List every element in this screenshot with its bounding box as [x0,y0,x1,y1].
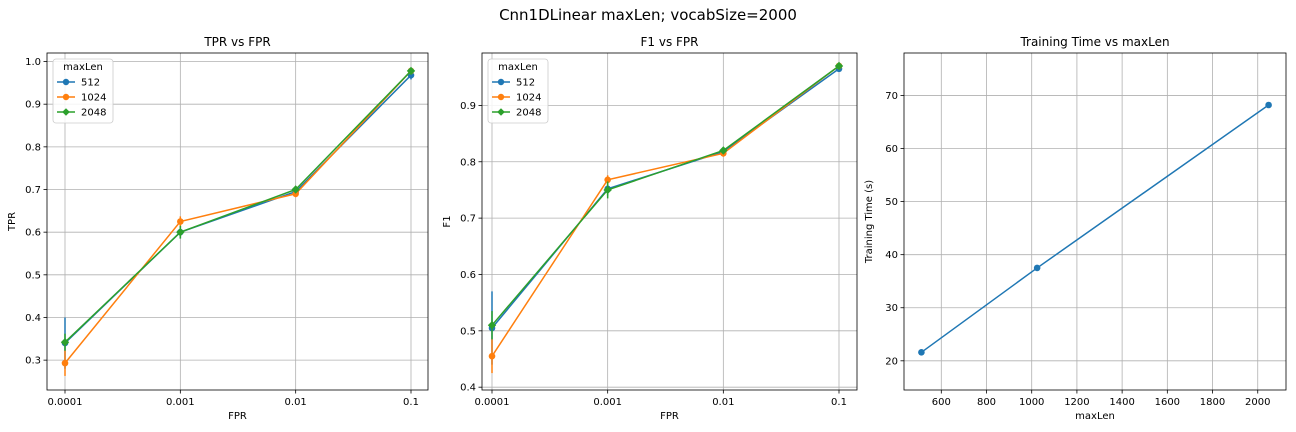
x-tick-label: 0.0001 [48,397,83,408]
data-point [176,227,185,237]
x-axis-label: FPR [660,411,679,422]
chart-panel-1: 0.0001 0.001 0.01 0.1 0.3 0.4 0.5 0.6 0.7 0.8 0.9 1… [7,35,429,422]
data-point [603,185,612,195]
y-tick-label: 0.3 [25,356,41,367]
series-line [64,70,412,343]
data-point [488,352,496,360]
y-tick-label: 0.9 [25,100,41,111]
data-point [604,176,611,184]
x-tick-label: 0.1 [831,397,847,408]
x-tick-label: 1000 [1019,397,1044,408]
legend-label: 1024 [516,93,541,104]
y-tick-label: 0.8 [460,157,476,168]
legend-label: 2048 [81,108,106,119]
data-point [719,146,728,155]
x-tick-label: 0.001 [593,397,622,408]
data-point [177,218,184,225]
y-tick-label: 40 [885,250,898,261]
y-tick-label: 20 [885,356,898,367]
y-tick-label: 0.7 [25,185,41,196]
panel-title: TPR vs FPR [203,35,270,49]
panel-title: Training Time vs maxLen [1019,35,1169,49]
legend-marker [497,93,505,101]
data-point [61,359,69,367]
legend-marker [497,108,505,116]
y-axis-label: Training Time (s) [864,180,875,264]
series-line [920,104,1270,353]
data-point [406,66,416,76]
x-tick-label: 1600 [1155,397,1180,408]
y-tick-label: 0.7 [460,214,476,225]
x-axis-label: maxLen [1075,411,1115,422]
y-tick-label: 60 [885,144,898,155]
data-point [487,320,497,330]
legend-marker [62,108,70,116]
y-tick-label: 1.0 [25,57,41,68]
series-line [491,65,840,326]
data-point [834,61,844,71]
legend-box [487,58,549,124]
legend-marker [497,78,505,86]
legend-marker [62,78,70,86]
data-point [291,185,300,194]
series-line [64,70,412,364]
x-tick-label: 1800 [1200,397,1225,408]
x-tick-label: 0.01 [285,397,307,408]
series-line [491,65,840,357]
y-tick-label: 0.5 [460,326,476,337]
y-tick-label: 30 [885,303,898,314]
y-axis-label: TPR [7,212,18,232]
panel-title: F1 vs FPR [641,35,699,49]
plot-frame [46,52,429,391]
legend-marker [62,93,70,101]
x-tick-label: 0.0001 [475,397,510,408]
data-point [292,190,299,198]
chart-panel-2: 0.0001 0.001 0.01 0.1 0.4 0.5 0.6 0.7 0.8 0.9 FPR F… [442,35,858,422]
y-tick-label: 0.4 [25,313,41,324]
x-tick-label: 0.001 [166,397,195,408]
data-point [1033,264,1041,272]
x-tick-label: 600 [932,397,951,408]
x-tick-label: 0.1 [403,397,419,408]
y-tick-label: 50 [885,197,898,208]
y-tick-label: 0.8 [25,142,41,153]
legend-label: 2048 [516,108,541,119]
y-tick-label: 70 [885,91,898,102]
legend-label: 512 [516,78,535,89]
legend-label: 512 [81,78,100,89]
data-point [1265,101,1272,109]
y-axis-label: F1 [442,215,453,227]
x-tick-label: 1200 [1064,397,1089,408]
x-tick-label: 2000 [1245,397,1270,408]
legend-box [52,58,114,124]
legend-title: maxLen [63,62,103,73]
x-tick-label: 1400 [1109,397,1134,408]
legend-title: maxLen [498,62,538,73]
legend-label: 1024 [81,93,106,104]
x-axis-label: FPR [228,411,247,422]
y-tick-label: 0.6 [25,228,41,239]
figure-title: Cnn1DLinear maxLen; vocabSize=2000 [499,6,797,24]
plot-frame [903,52,1287,391]
data-point [918,349,925,356]
series-line [64,74,412,344]
y-tick-label: 0.9 [460,101,476,112]
data-point [60,338,70,347]
x-tick-label: 0.01 [712,397,734,408]
plot-frame [481,52,858,391]
chart-panel-3: 600 800 1000 1200 1400 1600 1800 2000 20 30 40 50 60… [864,35,1287,422]
y-tick-label: 0.6 [460,270,476,281]
y-tick-label: 0.4 [460,383,476,394]
y-tick-label: 0.5 [25,270,41,281]
x-tick-label: 800 [977,397,996,408]
